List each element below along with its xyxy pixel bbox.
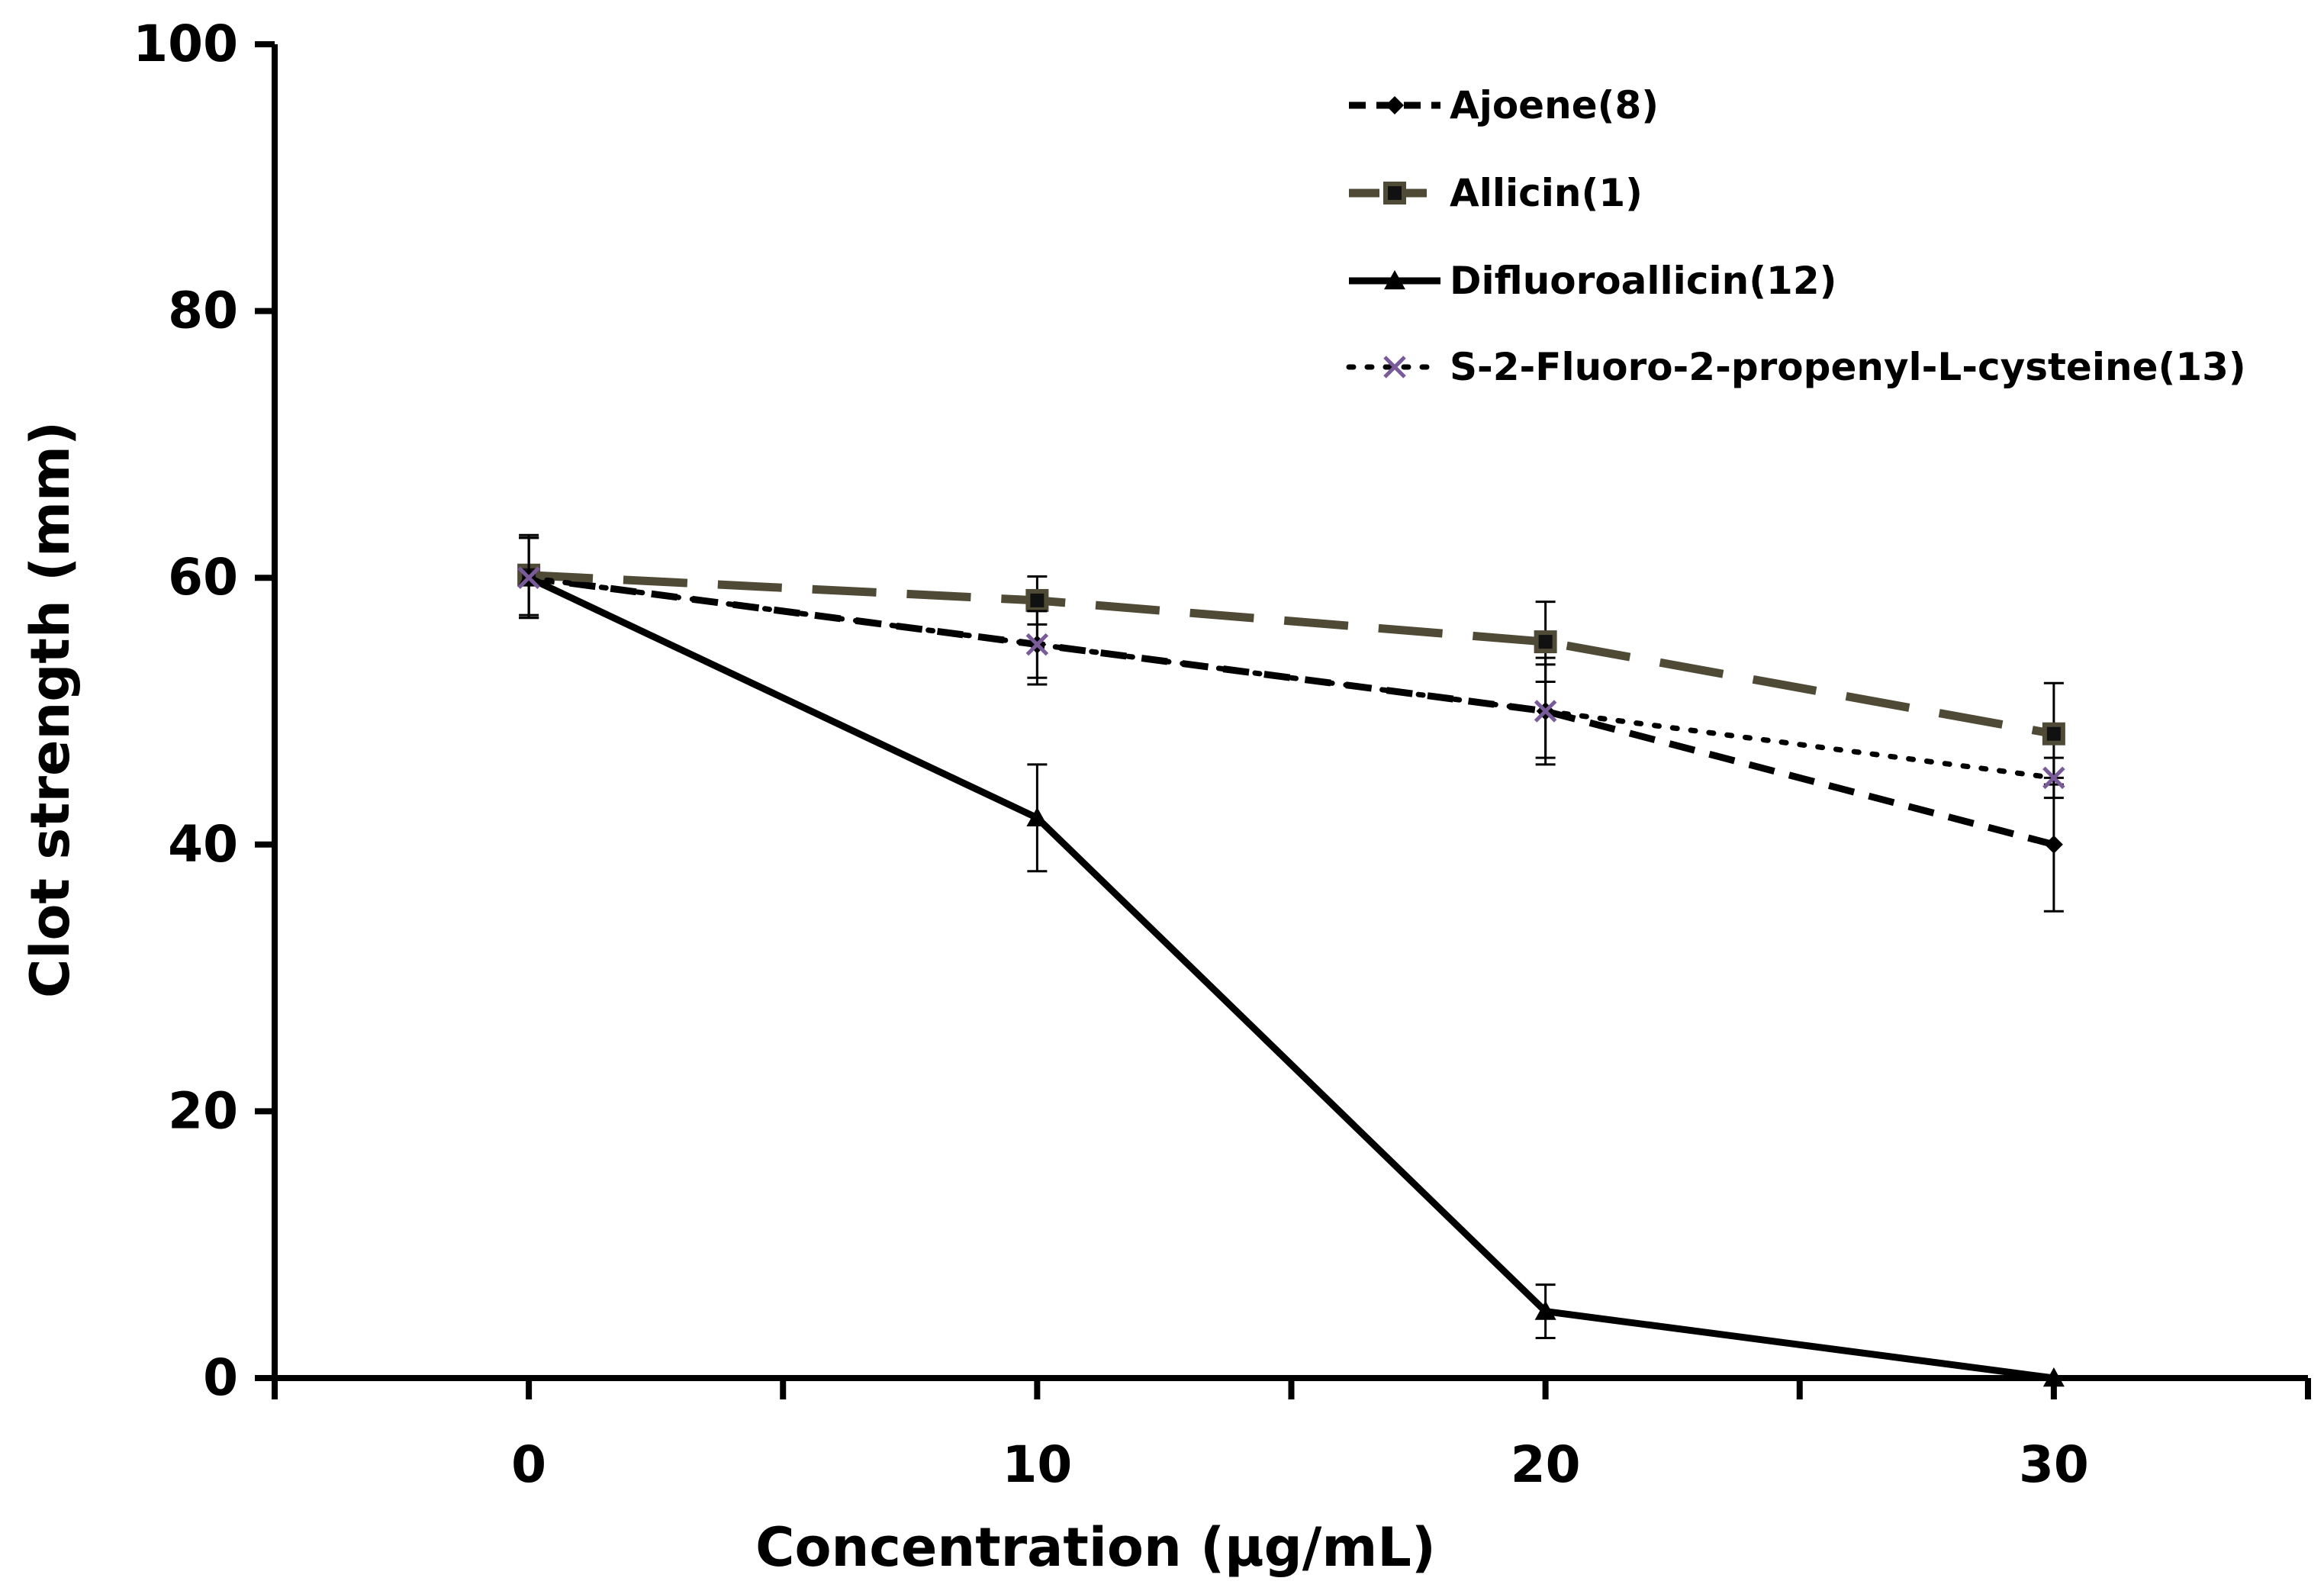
data-point: [1025, 633, 1049, 656]
legend: Ajoene(8) Allicin(1) Difluoroallicin(12) S-…: [1346, 83, 2246, 389]
series-line-allicin-1: [528, 571, 2055, 739]
x-tick-label: 30: [2019, 1435, 2089, 1494]
y-tick-label: 20: [168, 1081, 238, 1140]
legend-marker: [1384, 270, 1405, 290]
legend-label: Difluoroallicin(12): [1450, 259, 1836, 303]
data-point: [517, 566, 540, 589]
data-point: [1534, 630, 1557, 654]
x-tick-label: 10: [1002, 1435, 1072, 1494]
legend-marker: [1383, 356, 1406, 378]
x-ticks: 0 10 20 30: [272, 1378, 2311, 1494]
legend-item-s-2-fluoro-2-propenyl-l-cysteine-13: S-2-Fluoro-2-propenyl-L-cysteine(13): [1346, 345, 2246, 389]
series-line-s-2-fluoro-2-propenyl-l-cysteine-13: [526, 575, 2057, 781]
legend-item-ajoene-8: Ajoene(8): [1349, 83, 1659, 127]
y-axis-title: Clot strength (mm): [19, 421, 82, 998]
x-axis-title: Concentration (µg/mL): [755, 1516, 1436, 1579]
legend-label: S-2-Fluoro-2-propenyl-L-cysteine(13): [1450, 345, 2246, 389]
data-point: [2042, 766, 2065, 790]
legend-label: Ajoene(8): [1450, 83, 1659, 127]
series-line-difluoroallicin-12: [527, 575, 2055, 1382]
series-allicin-1: [517, 533, 2065, 786]
legend-marker: [1383, 182, 1406, 204]
y-tick-label: 80: [168, 282, 238, 340]
x-tick-label: 20: [1511, 1435, 1581, 1494]
series-s-2-fluoro-2-propenyl-l-cysteine-13: [517, 536, 2065, 800]
y-tick-label: 100: [133, 14, 238, 73]
data-point: [2044, 835, 2063, 854]
data-point: [1534, 700, 1557, 723]
series-layer: [517, 533, 2065, 1387]
data-point: [1026, 807, 1048, 827]
data-point: [1534, 1300, 1556, 1320]
series-difluoroallicin-12: [518, 536, 2065, 1387]
y-tick-label: 0: [203, 1348, 238, 1407]
legend-item-difluoroallicin-12: Difluoroallicin(12): [1349, 259, 1836, 303]
y-ticks: 0 20 40 60 80 100: [133, 14, 275, 1407]
x-tick-label: 0: [511, 1435, 546, 1494]
legend-label: Allicin(1): [1450, 171, 1643, 215]
legend-marker: [1386, 96, 1404, 114]
y-tick-label: 60: [168, 548, 238, 607]
data-point: [2042, 1367, 2065, 1387]
y-tick-label: 40: [168, 815, 238, 874]
axes: [272, 44, 2308, 1381]
data-point: [2042, 722, 2065, 745]
data-point: [1025, 588, 1049, 612]
legend-item-allicin-1: Allicin(1): [1349, 171, 1643, 215]
series-ajoene-8: [519, 536, 2064, 913]
